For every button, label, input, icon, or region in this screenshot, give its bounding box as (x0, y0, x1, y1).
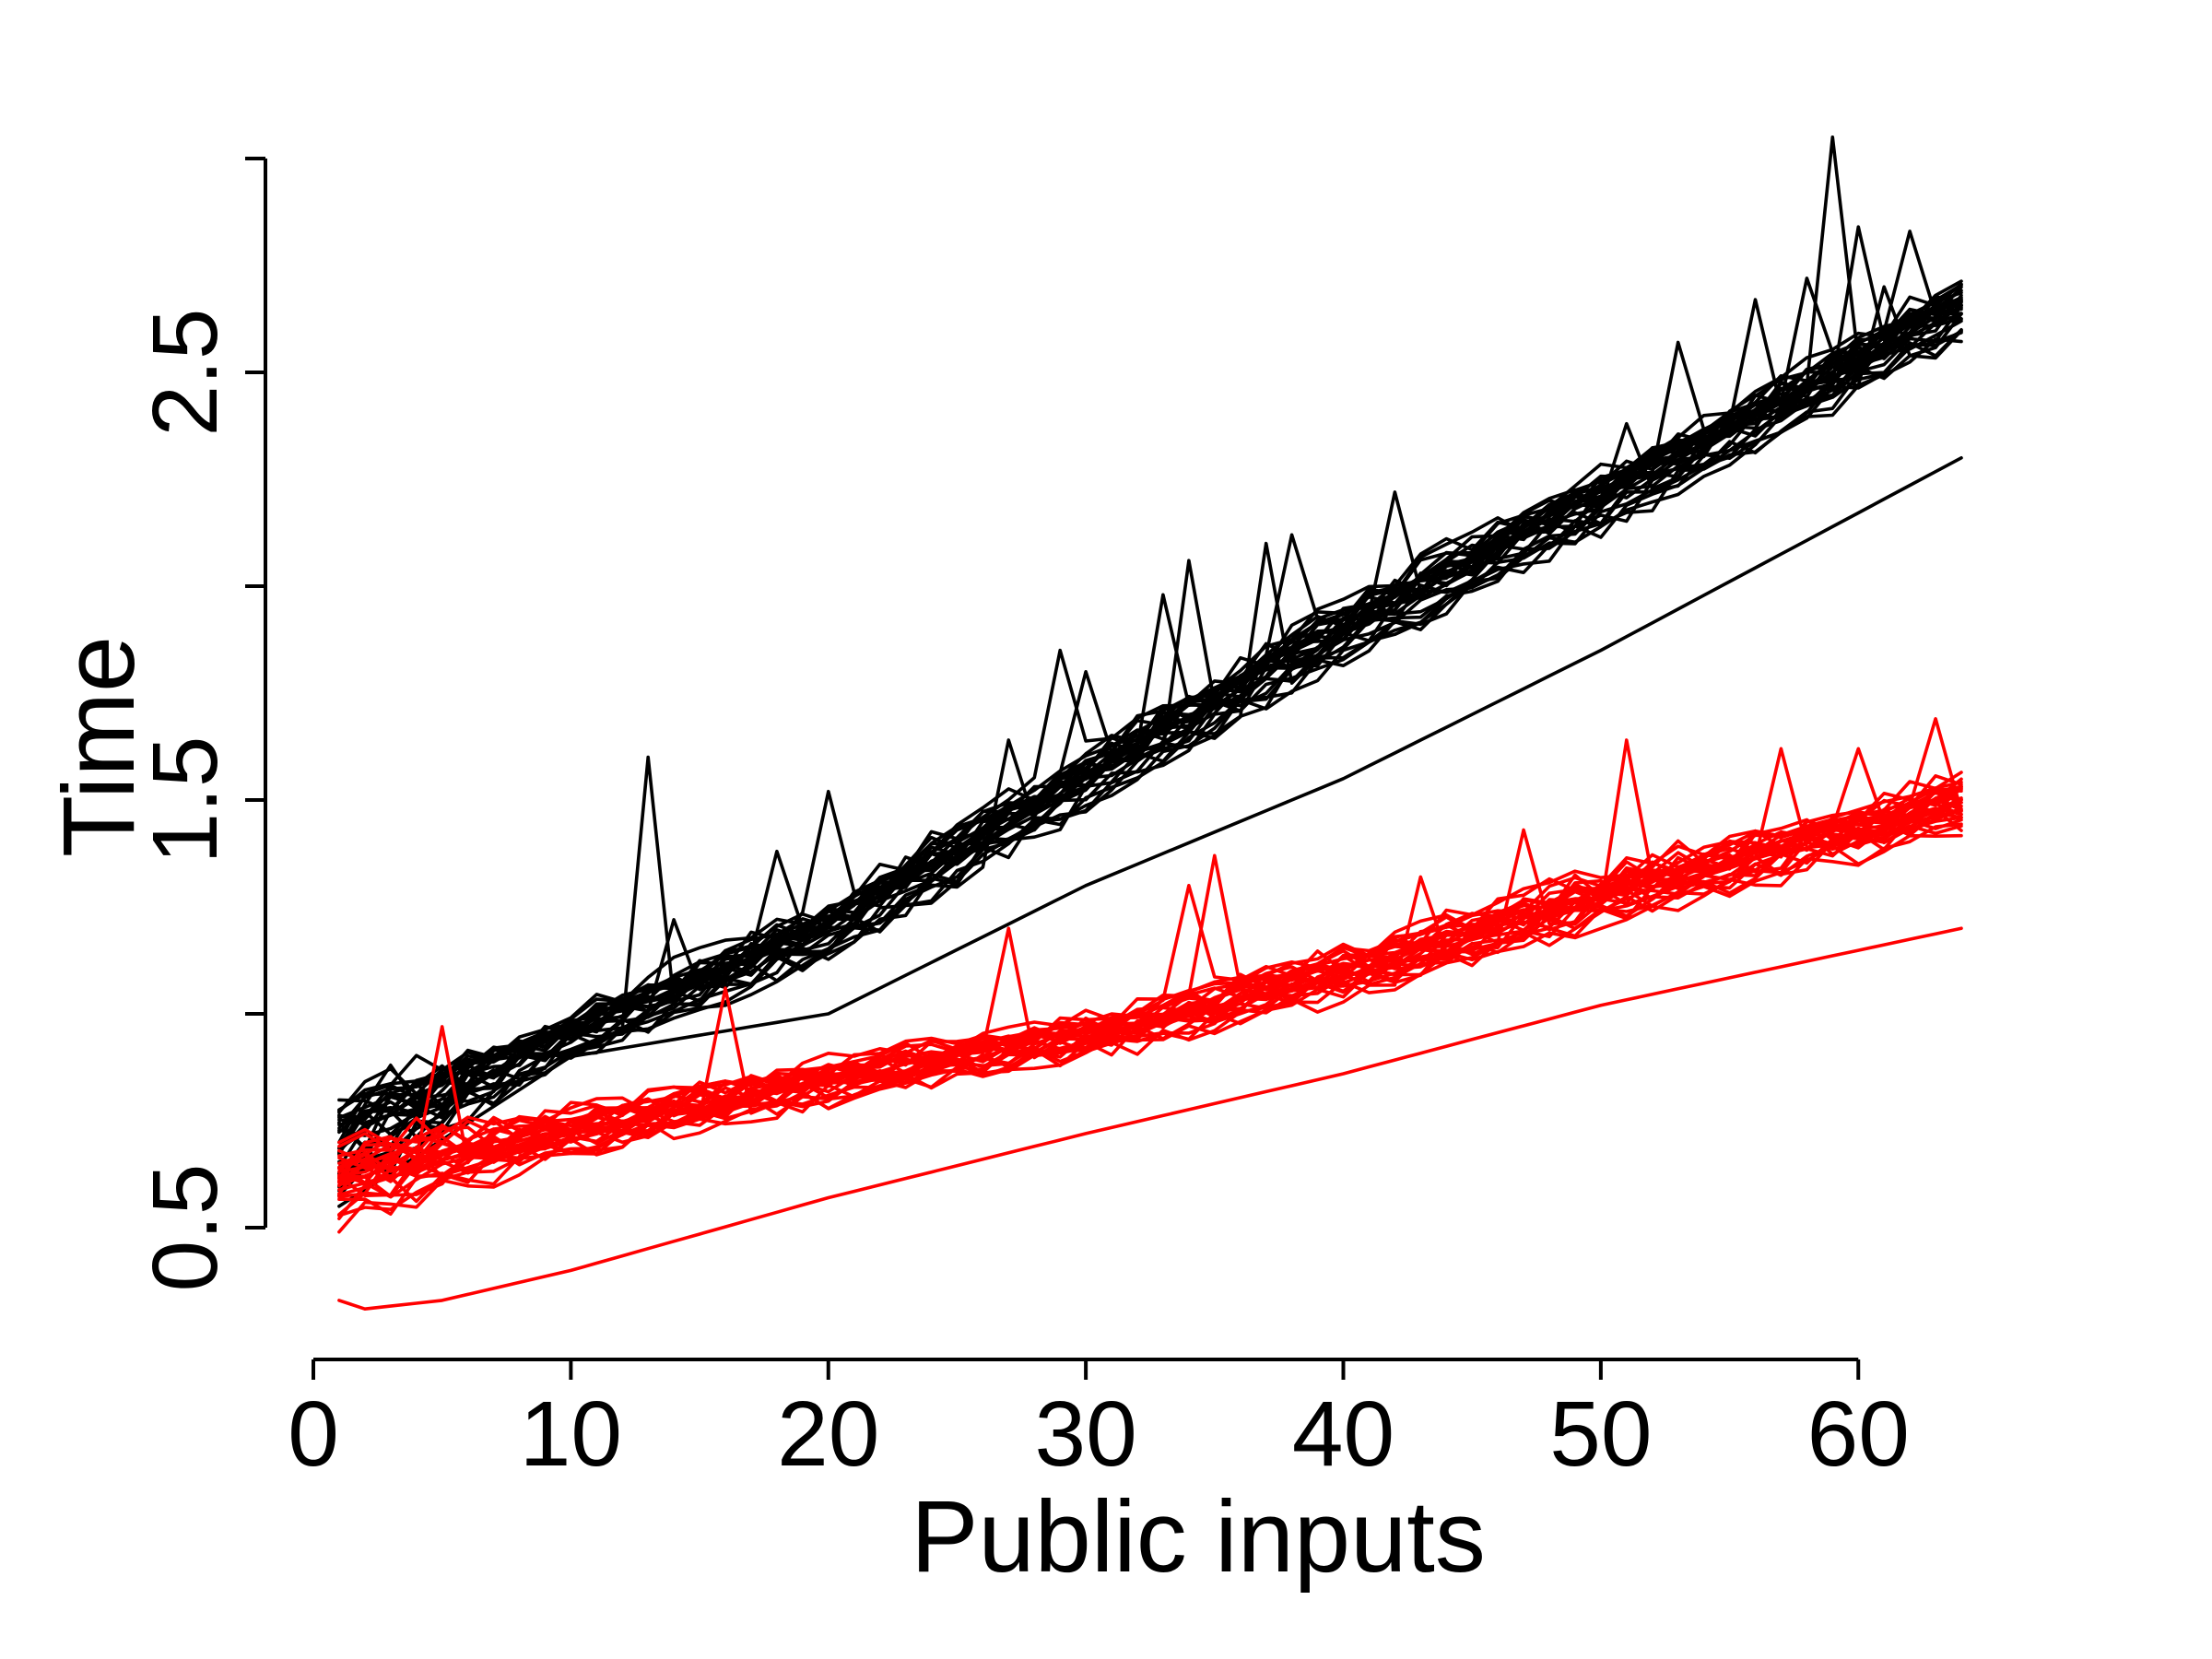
series-line (337, 312, 1963, 1154)
x-tick-label: 0 (288, 1382, 339, 1486)
y-tick-label: 1.5 (134, 735, 237, 864)
series-line (337, 774, 1963, 1165)
series-line (337, 276, 1963, 1119)
series-line (337, 312, 1963, 1189)
x-tick-label: 30 (1035, 1382, 1137, 1486)
series-line (337, 780, 1963, 1184)
series-line (337, 297, 1963, 1145)
x-axis: 0 10 20 30 40 50 60 (288, 1358, 1910, 1486)
x-axis-title: Public inputs (911, 1480, 1486, 1594)
series-line (337, 282, 1963, 1112)
y-axis-title: Time (42, 636, 156, 857)
red-series-group (337, 717, 1963, 1311)
series-line (337, 295, 1963, 1130)
series-line (337, 329, 1963, 1164)
series-line (337, 747, 1963, 1180)
y-axis: 0.5 1.5 2.5 (134, 157, 267, 1292)
y-tick-label: 0.5 (134, 1163, 237, 1291)
series-line (337, 279, 1963, 1114)
x-tick-label: 50 (1549, 1382, 1652, 1486)
x-tick-label: 20 (777, 1382, 879, 1486)
black-series-group (337, 135, 1963, 1208)
series-line (337, 926, 1963, 1311)
series-line (337, 747, 1963, 1187)
series-line (337, 135, 1963, 1137)
series-line (337, 283, 1963, 1120)
series-lines (337, 135, 1963, 1311)
x-tick-label: 10 (520, 1382, 622, 1486)
series-line (337, 331, 1963, 1181)
series-line (337, 816, 1963, 1198)
series-line (337, 771, 1963, 1152)
series-line (337, 456, 1963, 1208)
series-line (337, 285, 1963, 1113)
series-line (337, 833, 1963, 1216)
x-tick-label: 40 (1292, 1382, 1394, 1486)
x-tick-label: 60 (1807, 1382, 1910, 1486)
series-line (337, 822, 1963, 1234)
y-tick-label: 2.5 (134, 308, 237, 436)
